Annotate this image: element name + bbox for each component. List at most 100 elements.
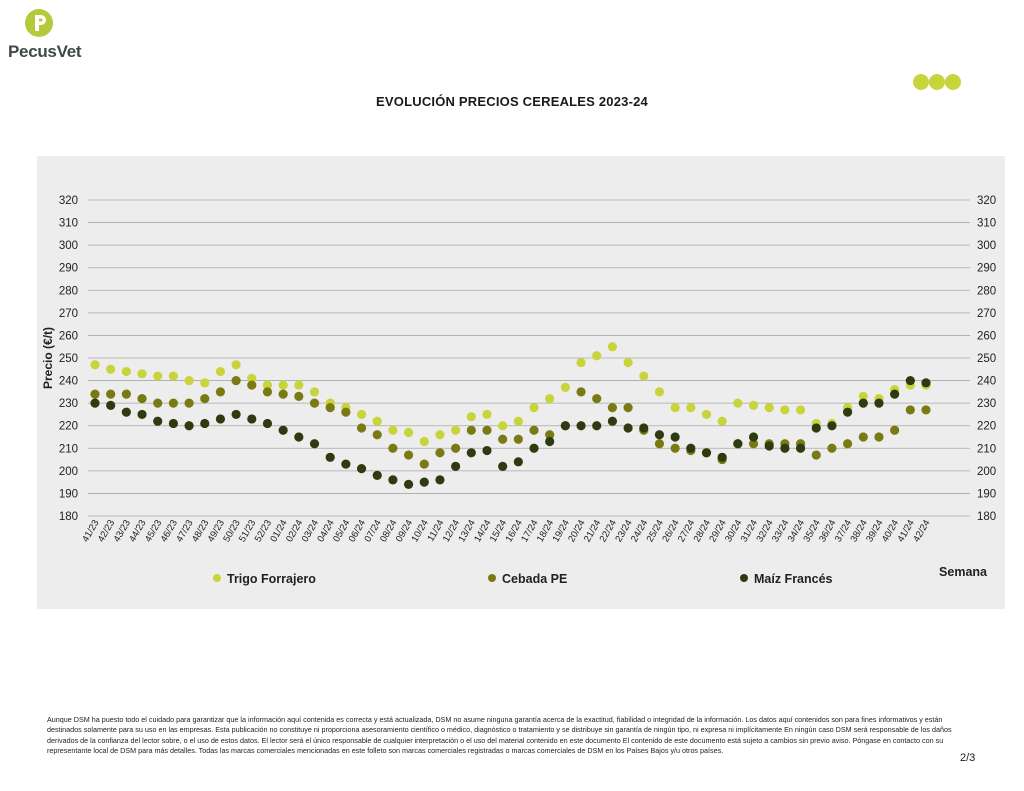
data-point-maiz-frances [576, 421, 586, 431]
data-point-cebada-pe [843, 439, 853, 449]
disclaimer: Aunque DSM ha puesto todo el cuidado par… [47, 715, 952, 756]
data-point-cebada-pe [858, 432, 868, 442]
data-point-maiz-frances [356, 464, 367, 474]
data-point-maiz-frances [780, 443, 790, 453]
data-point-maiz-frances [435, 475, 445, 485]
data-point-maiz-frances [294, 432, 304, 442]
data-point-cebada-pe [153, 398, 163, 408]
data-point-trigo-forrajero [403, 427, 414, 438]
y-axis-label: Precio (€/t) [41, 327, 55, 389]
data-point-maiz-frances [451, 461, 461, 471]
data-point-maiz-frances [372, 470, 382, 480]
data-point-maiz-frances [717, 452, 727, 462]
data-point-cebada-pe [262, 387, 273, 397]
y-tick-label-left: 290 [59, 263, 78, 275]
data-point-cebada-pe [592, 394, 602, 404]
data-point-maiz-frances [325, 452, 335, 462]
data-point-trigo-forrajero [278, 380, 288, 390]
data-point-cebada-pe [576, 387, 586, 397]
data-point-trigo-forrajero [106, 364, 116, 374]
y-tick-label-right: 180 [977, 511, 996, 523]
data-point-maiz-frances [403, 479, 414, 489]
data-point-maiz-frances [466, 448, 476, 458]
y-tick-label-left: 250 [59, 353, 78, 365]
data-point-cebada-pe [341, 407, 351, 417]
data-point-maiz-frances [121, 407, 131, 417]
data-point-maiz-frances [341, 459, 351, 469]
data-point-maiz-frances [811, 423, 821, 433]
data-point-cebada-pe [482, 425, 492, 435]
y-tick-label-right: 320 [977, 195, 996, 207]
data-point-trigo-forrajero [231, 360, 241, 370]
y-tick-label-right: 220 [977, 421, 996, 433]
data-point-trigo-forrajero [545, 394, 555, 404]
legend-marker [488, 574, 496, 582]
data-point-cebada-pe [419, 459, 429, 469]
data-point-trigo-forrajero [529, 403, 539, 413]
data-point-trigo-forrajero [90, 360, 100, 370]
data-point-maiz-frances [623, 423, 633, 433]
pecusvet-logo-icon [25, 9, 53, 37]
data-point-trigo-forrajero [701, 409, 712, 420]
data-point-cebada-pe [388, 443, 398, 453]
legend-label: Trigo Forrajero [227, 572, 316, 586]
y-tick-label-right: 190 [977, 488, 996, 500]
data-point-trigo-forrajero [262, 380, 273, 390]
data-point-maiz-frances [686, 443, 696, 453]
data-point-maiz-frances [827, 421, 837, 431]
data-point-cebada-pe [498, 434, 508, 444]
data-point-trigo-forrajero [560, 382, 570, 392]
chart-title: EVOLUCIÓN PRECIOS CEREALES 2023-24 [376, 94, 648, 109]
data-point-trigo-forrajero [200, 378, 210, 388]
data-point-trigo-forrajero [419, 436, 429, 447]
brand-name: PecusVet [8, 42, 82, 61]
data-point-cebada-pe [748, 439, 759, 449]
data-point-maiz-frances [764, 441, 774, 451]
data-point-cebada-pe [247, 380, 257, 390]
y-tick-label-left: 220 [59, 421, 78, 433]
data-point-cebada-pe [435, 448, 445, 458]
data-point-trigo-forrajero [451, 425, 461, 435]
y-tick-label-left: 280 [59, 285, 78, 297]
data-point-cebada-pe [90, 389, 100, 399]
data-point-cebada-pe [372, 430, 382, 440]
legend-marker [740, 574, 748, 582]
chart: 180 180 190 190 200 200 210 210 220 220 230 230 240 2… [41, 195, 996, 586]
y-tick-label-right: 300 [977, 240, 996, 252]
y-tick-label-left: 270 [59, 308, 78, 320]
data-point-maiz-frances [482, 445, 492, 456]
data-point-maiz-frances [701, 448, 712, 458]
y-tick-label-left: 240 [59, 376, 78, 388]
data-point-trigo-forrajero [388, 425, 398, 435]
data-point-maiz-frances [513, 457, 523, 467]
data-point-maiz-frances [670, 432, 680, 442]
data-point-cebada-pe [654, 439, 665, 449]
x-axis-label: Semana [939, 565, 988, 579]
data-point-trigo-forrajero [717, 416, 727, 426]
data-point-cebada-pe [200, 394, 210, 404]
y-tick-label-left: 230 [59, 398, 78, 410]
data-point-cebada-pe [215, 387, 226, 397]
data-point-trigo-forrajero [623, 357, 633, 368]
data-point-cebada-pe [623, 403, 633, 413]
data-point-cebada-pe [184, 398, 194, 408]
data-point-cebada-pe [466, 425, 476, 435]
data-point-maiz-frances [890, 389, 900, 399]
data-point-cebada-pe [356, 423, 367, 433]
data-point-trigo-forrajero [435, 430, 445, 440]
y-tick-label-left: 190 [59, 488, 78, 500]
data-point-trigo-forrajero [670, 403, 680, 413]
data-point-cebada-pe [921, 405, 931, 415]
data-point-maiz-frances [168, 418, 178, 429]
data-point-cebada-pe [529, 425, 539, 435]
y-tick-label-right: 280 [977, 285, 996, 297]
y-tick-label-right: 310 [977, 218, 996, 230]
data-point-trigo-forrajero [498, 421, 508, 431]
y-tick-label-right: 260 [977, 330, 996, 342]
y-tick-label-right: 250 [977, 353, 996, 365]
y-tick-label-left: 210 [59, 443, 78, 455]
data-point-cebada-pe [137, 394, 147, 404]
y-tick-label-right: 230 [977, 398, 996, 410]
data-point-trigo-forrajero [153, 371, 163, 381]
data-point-cebada-pe [168, 398, 178, 408]
